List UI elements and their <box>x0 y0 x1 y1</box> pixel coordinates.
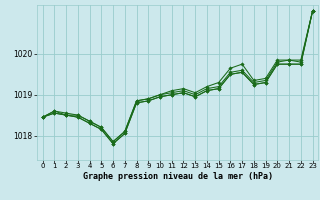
X-axis label: Graphe pression niveau de la mer (hPa): Graphe pression niveau de la mer (hPa) <box>83 172 273 181</box>
